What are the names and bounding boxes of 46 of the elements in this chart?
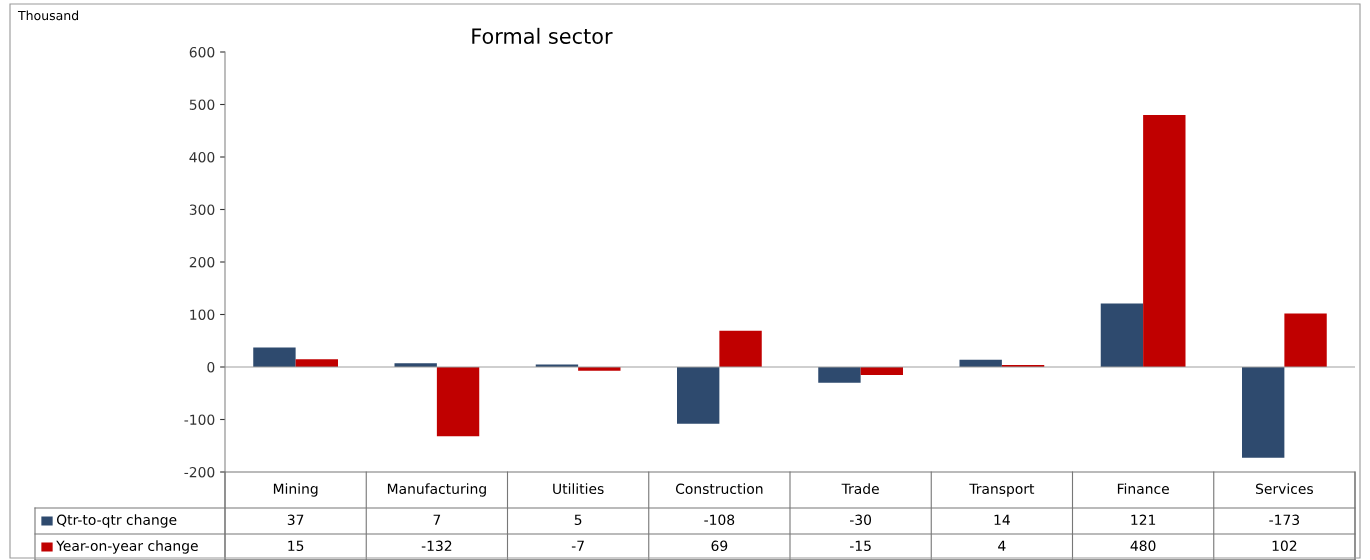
chart-title: Formal sector [472, 27, 613, 44]
data-label: -132 [421, 540, 452, 552]
data-label: 15 [288, 540, 304, 552]
x-tick-label: Utilities [553, 483, 604, 495]
data-label: 37 [287, 514, 304, 526]
text: Thousand [17, 10, 79, 21]
bar [719, 330, 762, 367]
data-label: 5 [574, 514, 582, 526]
data-label: -173 [1269, 514, 1300, 526]
x-tick-label: Construction [675, 483, 763, 495]
x-tick-label: Trade [841, 483, 879, 495]
y-tick-label: -100 [184, 414, 215, 425]
data-label: -30 [849, 514, 872, 526]
x-tick-label: Services [1256, 483, 1313, 495]
data-label: 4 [998, 540, 1006, 551]
y-tick-label: 0 [207, 361, 215, 373]
legend-label: Qtr-to-qtr change [56, 514, 177, 528]
y-tick-label: 300 [189, 204, 215, 215]
data-label: 121 [1131, 514, 1156, 525]
bar [1100, 303, 1144, 367]
data-label: -108 [704, 514, 735, 526]
x-tick-label: Manufacturing [387, 483, 486, 497]
bar [1242, 367, 1285, 458]
y-tick-label: 200 [189, 256, 215, 268]
bar [677, 367, 720, 424]
y-tick-label: 500 [189, 99, 215, 110]
y-tick-label: 100 [190, 309, 215, 320]
data-label: 14 [994, 514, 1010, 525]
x-tick-label: Mining [273, 483, 318, 497]
y-tick-label: 600 [189, 46, 215, 58]
y-tick-label: 400 [189, 151, 215, 163]
data-label: -15 [849, 540, 871, 552]
bar [1143, 115, 1186, 367]
x-tick-label: Transport [969, 483, 1035, 497]
y-tick-label: -200 [184, 466, 215, 478]
data-label: -7 [571, 540, 584, 551]
data-label: 69 [711, 540, 728, 552]
bar [1284, 313, 1327, 367]
bar [436, 367, 480, 437]
x-tick-label: Finance [1117, 483, 1169, 495]
legend-label: Year-on-year change [56, 540, 198, 554]
bar [818, 367, 861, 383]
data-label: 102 [1272, 540, 1297, 552]
data-label: 480 [1130, 540, 1156, 552]
data-label: 7 [433, 514, 441, 525]
bar [253, 347, 296, 367]
